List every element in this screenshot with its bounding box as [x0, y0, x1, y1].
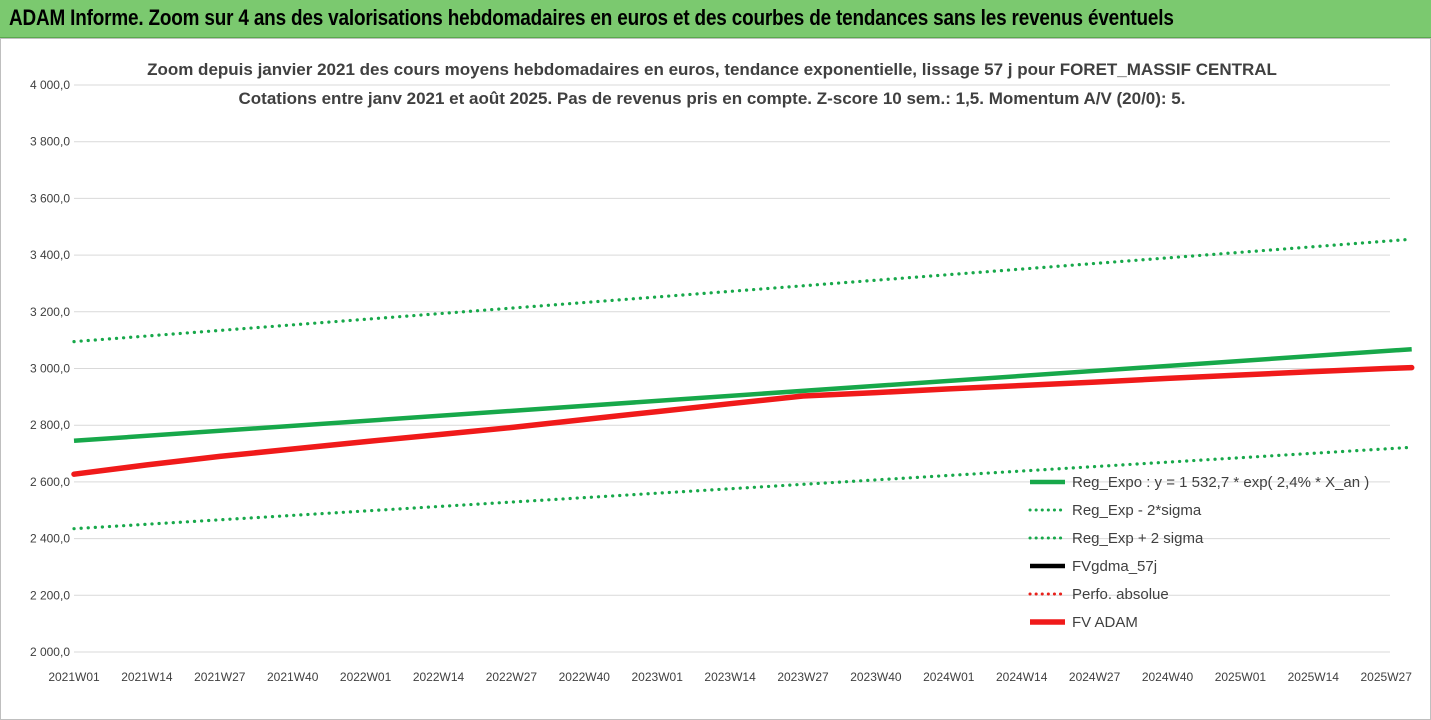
chart-title: Zoom depuis janvier 2021 des cours moyen… — [147, 60, 1277, 79]
x-tick-label: 2021W14 — [121, 670, 173, 684]
x-tick-label: 2022W14 — [413, 670, 465, 684]
y-tick-label: 3 800,0 — [30, 135, 70, 149]
banner-title: ADAM Informe. Zoom sur 4 ans des valoris… — [9, 5, 1174, 30]
y-tick-label: 2 600,0 — [30, 475, 70, 489]
series-line-adam — [71, 364, 1415, 477]
y-tick-label: 2 000,0 — [30, 645, 70, 659]
x-tick-label: 2025W27 — [1361, 670, 1413, 684]
legend-label-hi: Reg_Exp + 2 sigma — [1072, 530, 1204, 547]
x-tick-label: 2021W01 — [48, 670, 100, 684]
legend-label-gdma: FVgdma_57j — [1072, 558, 1157, 575]
series-line-hi — [72, 237, 1414, 344]
series-line-reg — [73, 346, 1412, 444]
y-axis: 2 000,0 2 200,0 2 400,0 2 600,0 2 800,0 3 000… — [30, 78, 70, 659]
y-tick-label: 3 600,0 — [30, 191, 70, 205]
legend-label-lo: Reg_Exp - 2*sigma — [1072, 502, 1202, 519]
y-tick-label: 3 400,0 — [30, 248, 70, 262]
legend: Reg_Expo : y = 1 532,7 * exp( 2,4% * X_a… — [1028, 474, 1369, 631]
legend-label-perfo: Perfo. absolue — [1072, 586, 1169, 603]
x-tick-label: 2024W01 — [923, 670, 975, 684]
legend-label-reg: Reg_Expo : y = 1 532,7 * exp( 2,4% * X_a… — [1072, 474, 1369, 491]
x-axis: 2021W01 2021W14 2021W27 2021W40 2022W01 2022W… — [48, 670, 1412, 684]
x-tick-label: 2021W27 — [194, 670, 246, 684]
x-tick-label: 2022W40 — [559, 670, 611, 684]
legend-label-adam: FV ADAM — [1072, 614, 1138, 631]
x-tick-label: 2022W27 — [486, 670, 538, 684]
x-tick-label: 2023W27 — [777, 670, 829, 684]
y-tick-label: 4 000,0 — [30, 78, 70, 92]
y-tick-label: 3 000,0 — [30, 362, 70, 376]
y-tick-label: 2 200,0 — [30, 588, 70, 602]
x-tick-label: 2025W01 — [1215, 670, 1267, 684]
x-tick-label: 2023W40 — [850, 670, 902, 684]
y-tick-label: 2 400,0 — [30, 532, 70, 546]
grid — [74, 84, 1390, 653]
x-tick-label: 2024W14 — [996, 670, 1048, 684]
report-banner: ADAM Informe. Zoom sur 4 ans des valoris… — [0, 0, 1431, 38]
y-tick-label: 2 800,0 — [30, 418, 70, 432]
x-tick-label: 2022W01 — [340, 670, 392, 684]
x-tick-label: 2024W40 — [1142, 670, 1194, 684]
x-tick-label: 2021W40 — [267, 670, 319, 684]
y-tick-label: 3 200,0 — [30, 305, 70, 319]
chart-subtitle: Cotations entre janv 2021 et août 2025. … — [239, 89, 1186, 108]
x-tick-label: 2023W01 — [632, 670, 684, 684]
series-lines — [71, 237, 1415, 531]
x-tick-label: 2024W27 — [1069, 670, 1121, 684]
x-tick-label: 2025W14 — [1288, 670, 1340, 684]
x-tick-label: 2023W14 — [704, 670, 756, 684]
